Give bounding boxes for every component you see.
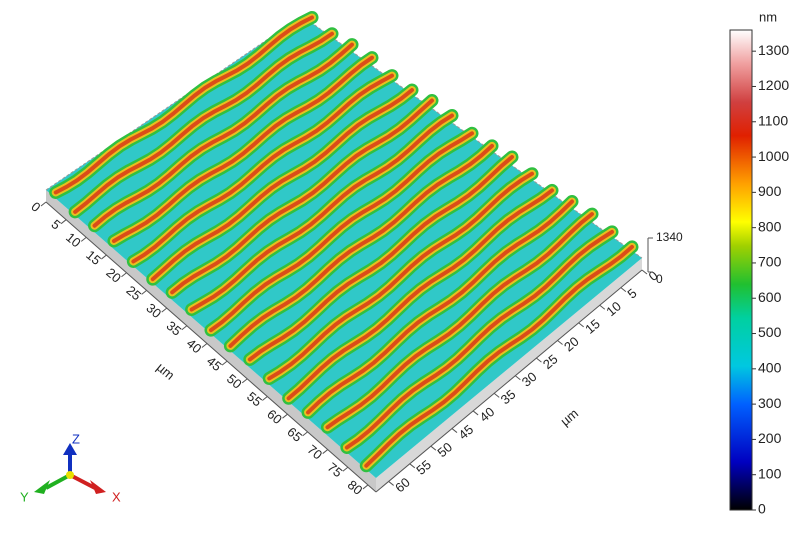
left-tick — [342, 466, 349, 472]
right-tick-label: 50 — [434, 439, 455, 460]
right-tick — [451, 428, 458, 433]
ridge — [209, 131, 474, 333]
right-tick-label: 60 — [392, 475, 413, 496]
right-tick — [557, 340, 563, 345]
right-tick-label: 5 — [624, 285, 639, 301]
left-tick — [241, 378, 248, 384]
right-tick-label: 40 — [477, 404, 498, 425]
right-tick — [641, 269, 648, 275]
colorbar-tick-label: 1100 — [758, 112, 788, 128]
right-tick-label: 15 — [582, 316, 603, 337]
triad: Z X Y — [20, 431, 121, 504]
z-tick-label: 0 — [656, 272, 663, 286]
ridge — [131, 73, 394, 264]
right-tick-label: 55 — [413, 457, 434, 478]
surface — [45, 10, 643, 492]
colorbar-tick-label: 900 — [758, 183, 782, 199]
ridge — [344, 229, 614, 450]
triad-z: Z — [72, 431, 80, 446]
right-tick-label: 20 — [561, 334, 582, 355]
right-tick-label: 30 — [519, 369, 540, 390]
colorbar-tick-label: 1000 — [758, 148, 789, 164]
colorbar-tick-label: 200 — [758, 430, 782, 446]
right-tick-label: 25 — [540, 351, 561, 372]
ridge — [306, 199, 574, 415]
left-tick — [362, 484, 369, 490]
right-axis-label: µm — [557, 406, 581, 429]
right-tick — [409, 463, 416, 469]
left-tick — [60, 219, 67, 225]
left-tick — [121, 272, 127, 278]
left-tick — [181, 325, 188, 331]
right-tick — [515, 375, 521, 381]
right-axis-line — [375, 269, 643, 493]
right-tick-label: 10 — [603, 298, 624, 319]
ridge — [92, 42, 354, 228]
ridge — [325, 212, 594, 430]
right-tick-label: 45 — [455, 422, 476, 443]
ridge — [111, 55, 374, 243]
left-tick — [40, 201, 47, 207]
right-tick — [599, 304, 606, 310]
ridge — [53, 15, 314, 195]
left-tick — [80, 236, 87, 242]
left-tick — [262, 396, 268, 401]
ridge — [364, 244, 634, 468]
left-axis-label: µm — [154, 360, 178, 383]
right-tick — [578, 322, 584, 328]
right-tick — [388, 481, 394, 486]
axes: 05101520253035404550556065707580µm051015… — [28, 199, 683, 498]
colorbar-tick-label: 700 — [758, 254, 782, 270]
colorbar-tick-label: 100 — [758, 465, 782, 481]
left-tick-label: 5 — [48, 216, 63, 232]
left-tick — [161, 307, 168, 313]
ridge — [267, 171, 534, 381]
colorbar — [729, 29, 753, 511]
ridge — [228, 143, 494, 348]
right-tick — [493, 392, 500, 398]
right-tick — [620, 287, 627, 293]
ridge — [150, 88, 414, 282]
colorbar-tick-label: 300 — [758, 395, 782, 411]
colorbar-unit: nm — [759, 9, 777, 24]
right-tick — [472, 410, 479, 416]
right-tick — [430, 445, 437, 451]
triad-x: X — [112, 489, 121, 504]
right-tick-label: 35 — [498, 386, 519, 407]
left-tick — [141, 290, 147, 295]
ridge — [247, 154, 514, 362]
ridge — [73, 31, 334, 214]
colorbar-tick-label: 400 — [758, 360, 782, 376]
colorbar-tick-label: 500 — [758, 324, 782, 340]
ridge — [286, 188, 554, 401]
left-tick — [302, 431, 308, 437]
left-tick — [282, 413, 288, 419]
left-tick — [322, 449, 329, 454]
colorbar-tick-label: 600 — [758, 289, 782, 305]
triad-y: Y — [20, 489, 29, 504]
colorbar-tick-label: 1200 — [758, 77, 789, 93]
ridge — [170, 98, 434, 295]
colorbar-tick-label: 1300 — [758, 42, 789, 58]
right-tick — [536, 357, 542, 363]
ridge — [189, 113, 454, 312]
left-tick — [101, 254, 107, 260]
colorbar-tick-label: 800 — [758, 218, 782, 234]
left-tick — [201, 343, 208, 348]
left-axis-line — [45, 201, 377, 493]
surface-side — [376, 258, 642, 492]
colorbar-tick-label: 0 — [758, 501, 766, 517]
left-tick-label: 0 — [28, 199, 43, 215]
z-tick-label: 1340 — [656, 230, 683, 244]
left-tick — [221, 360, 228, 366]
